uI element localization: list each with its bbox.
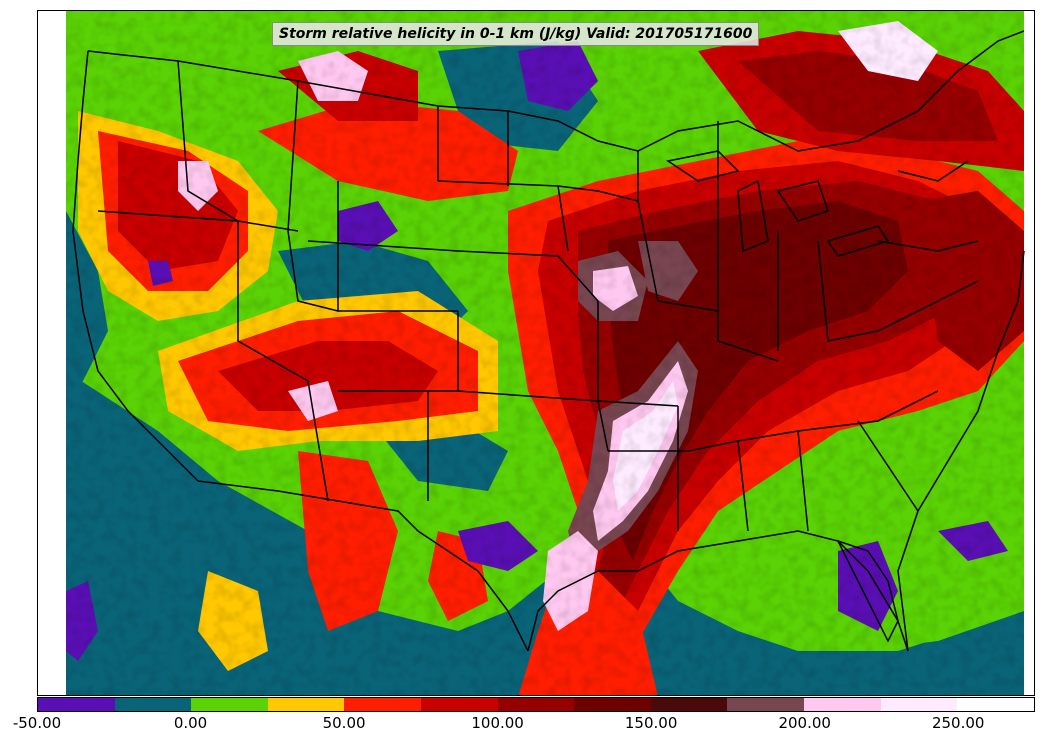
colorbar-segment bbox=[191, 698, 268, 711]
colorbar-labels: -50.00 0.00 50.00 100.00 150.00 200.00 250.00 bbox=[0, 714, 1044, 738]
noise-texture bbox=[66, 11, 1024, 695]
colorbar-segment bbox=[957, 698, 1034, 711]
colorbar-tick-label: 200.00 bbox=[778, 714, 831, 732]
colorbar-segment bbox=[574, 698, 651, 711]
domain-mask-left bbox=[38, 11, 66, 695]
colorbar-tick-label: 0.00 bbox=[173, 714, 208, 732]
colorbar-segment bbox=[650, 698, 728, 711]
map-title: Storm relative helicity in 0-1 km (J/kg)… bbox=[272, 22, 760, 46]
colorbar-segment bbox=[114, 698, 192, 711]
helicity-field-map bbox=[38, 11, 1034, 695]
colorbar-segment bbox=[497, 698, 575, 711]
colorbar-segment bbox=[344, 698, 422, 711]
colorbar-segment bbox=[267, 698, 345, 711]
colorbar-tick-label: 50.00 bbox=[322, 714, 366, 732]
colorbar-tick-label: 250.00 bbox=[931, 714, 985, 732]
map-panel bbox=[37, 10, 1035, 696]
colorbar bbox=[37, 697, 1035, 712]
colorbar-tick-label: 100.00 bbox=[471, 714, 524, 732]
colorbar-tick-label: -50.00 bbox=[12, 714, 62, 732]
domain-mask-right bbox=[1024, 11, 1034, 695]
colorbar-segment bbox=[38, 698, 115, 711]
colorbar-segment bbox=[727, 698, 805, 711]
colorbar-segment bbox=[421, 698, 498, 711]
colorbar-segment bbox=[880, 698, 958, 711]
colorbar-tick-label: 150.00 bbox=[624, 714, 678, 732]
colorbar-segment bbox=[804, 698, 881, 711]
political-boundaries bbox=[72, 30, 1025, 652]
